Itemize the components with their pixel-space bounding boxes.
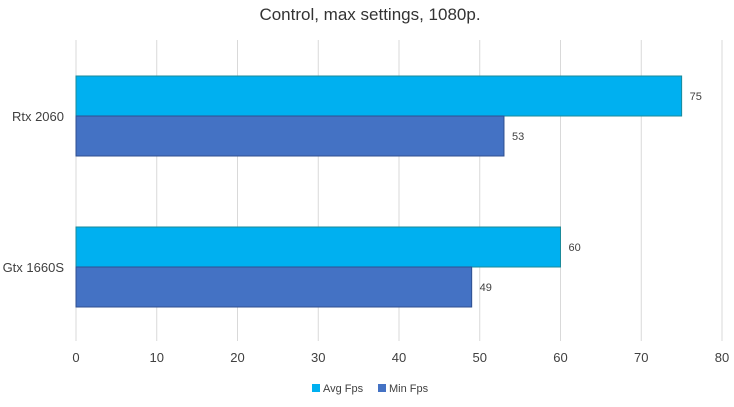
legend-swatch	[312, 384, 320, 392]
data-labels: 75 53 60 49	[480, 91, 702, 294]
x-tick-label: 20	[230, 350, 244, 365]
data-label: 60	[569, 242, 581, 254]
x-tick-label: 40	[392, 350, 406, 365]
bar	[75, 266, 473, 308]
category-label: Gtx 1660S	[3, 260, 65, 275]
legend-label: Min Fps	[389, 383, 429, 395]
legend-label: Avg Fps	[323, 383, 364, 395]
legend-swatch	[378, 384, 386, 392]
bars	[75, 75, 683, 308]
x-tick-label: 80	[715, 350, 729, 365]
chart-title: Control, max settings, 1080p.	[259, 5, 480, 24]
category-label: Rtx 2060	[12, 109, 64, 124]
category-labels: Rtx 2060 Gtx 1660S	[3, 109, 65, 275]
bar	[75, 75, 683, 117]
legend: Avg Fps Min Fps	[312, 383, 429, 395]
bar	[75, 115, 505, 157]
data-label: 53	[512, 131, 524, 143]
x-tick-label: 10	[150, 350, 164, 365]
bar	[75, 226, 561, 268]
data-label: 75	[690, 91, 702, 103]
x-tick-labels: 0 10 20 30 40 50 60 70 80	[72, 350, 729, 365]
x-tick-label: 70	[634, 350, 648, 365]
x-tick-label: 60	[553, 350, 567, 365]
data-label: 49	[480, 282, 492, 294]
x-tick-label: 50	[473, 350, 487, 365]
x-tick-label: 0	[72, 350, 79, 365]
x-tick-label: 30	[311, 350, 325, 365]
